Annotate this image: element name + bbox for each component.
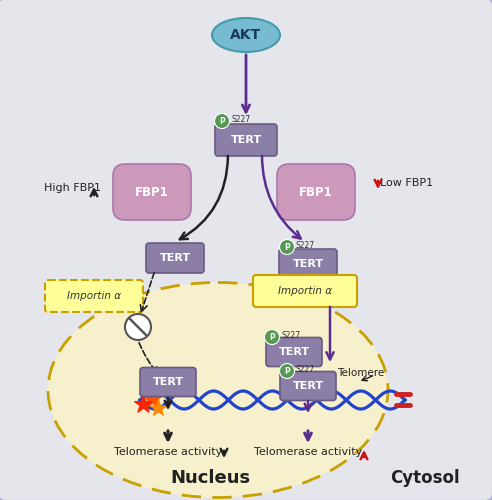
Circle shape <box>125 314 151 340</box>
FancyBboxPatch shape <box>266 338 322 366</box>
Point <box>154 404 162 412</box>
FancyBboxPatch shape <box>277 164 355 220</box>
Text: S227: S227 <box>296 366 315 374</box>
Text: P: P <box>219 116 225 126</box>
Text: Low FBP1: Low FBP1 <box>380 178 433 188</box>
Text: TERT: TERT <box>153 377 184 387</box>
Text: Importin α: Importin α <box>67 291 121 301</box>
Text: Importin α: Importin α <box>278 286 332 296</box>
Text: TERT: TERT <box>292 381 324 391</box>
Text: FBP1: FBP1 <box>299 186 333 198</box>
Point <box>148 394 156 402</box>
Circle shape <box>215 114 229 128</box>
Text: S227: S227 <box>281 332 300 340</box>
FancyBboxPatch shape <box>113 164 191 220</box>
Text: Cytosol: Cytosol <box>390 469 460 487</box>
Text: Telomerase activity: Telomerase activity <box>114 447 222 457</box>
Text: P: P <box>284 366 290 376</box>
Circle shape <box>279 240 295 254</box>
Text: TERT: TERT <box>278 347 309 357</box>
Text: AKT: AKT <box>230 28 262 42</box>
FancyBboxPatch shape <box>280 372 336 400</box>
Text: TERT: TERT <box>292 259 324 269</box>
Text: TERT: TERT <box>230 135 262 145</box>
Ellipse shape <box>212 18 280 52</box>
FancyBboxPatch shape <box>146 243 204 273</box>
Text: P: P <box>269 332 275 342</box>
FancyBboxPatch shape <box>140 368 196 396</box>
Ellipse shape <box>48 282 388 498</box>
FancyBboxPatch shape <box>279 249 337 279</box>
Text: S227: S227 <box>296 242 315 250</box>
Text: FBP1: FBP1 <box>135 186 169 198</box>
Text: High FBP1: High FBP1 <box>43 183 100 193</box>
FancyBboxPatch shape <box>45 280 143 312</box>
Text: Nucleus: Nucleus <box>170 469 250 487</box>
Circle shape <box>279 364 295 378</box>
Circle shape <box>265 330 279 344</box>
FancyBboxPatch shape <box>253 275 357 307</box>
Text: Telomerase activity: Telomerase activity <box>254 447 362 457</box>
Text: TERT: TERT <box>159 253 190 263</box>
Point <box>139 400 147 408</box>
Text: S227: S227 <box>231 116 250 124</box>
Text: Telomere: Telomere <box>337 368 384 378</box>
FancyBboxPatch shape <box>215 124 277 156</box>
Text: P: P <box>284 242 290 252</box>
